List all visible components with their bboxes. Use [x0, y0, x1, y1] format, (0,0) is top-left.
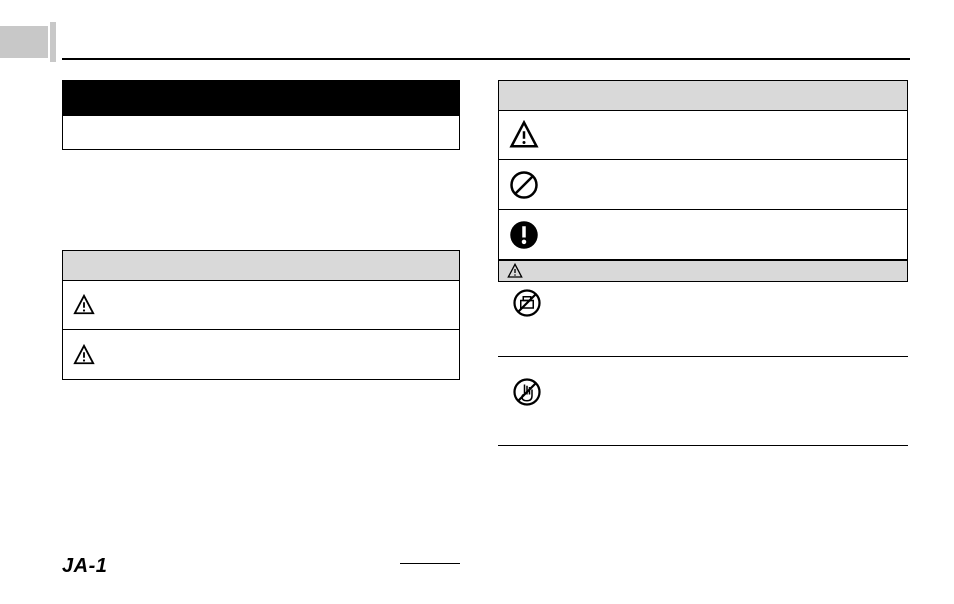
body-text-area [62, 150, 460, 250]
page-tab-accent [50, 22, 56, 62]
symbol-row [498, 110, 908, 160]
warning-table-header [62, 250, 460, 280]
caution-header [498, 260, 908, 282]
warning-triangle-icon [73, 294, 95, 316]
warning-row [62, 330, 460, 380]
divider [498, 445, 908, 446]
divider [498, 356, 908, 357]
warning-row [62, 280, 460, 330]
prohibition-icon [509, 170, 539, 200]
no-disassemble-icon [512, 288, 542, 318]
caution-item [498, 371, 908, 413]
warning-triangle-icon [73, 344, 95, 366]
page-number: JA-1 [62, 555, 107, 578]
page-tab-mark [0, 26, 48, 58]
left-column [62, 80, 460, 380]
document-page: JA-1 [0, 0, 954, 604]
symbol-row [498, 210, 908, 260]
right-column [498, 80, 908, 446]
warning-triangle-icon [509, 120, 539, 150]
caution-item [498, 282, 908, 324]
symbol-table-header [498, 80, 908, 110]
top-horizontal-rule [62, 58, 910, 60]
footer-rule [400, 563, 460, 565]
symbol-row [498, 160, 908, 210]
section-title-bar [62, 80, 460, 116]
no-touch-icon [512, 377, 542, 407]
section-subtitle-box [62, 116, 460, 150]
warning-triangle-small-icon [507, 263, 523, 279]
mandatory-exclamation-icon [509, 220, 539, 250]
